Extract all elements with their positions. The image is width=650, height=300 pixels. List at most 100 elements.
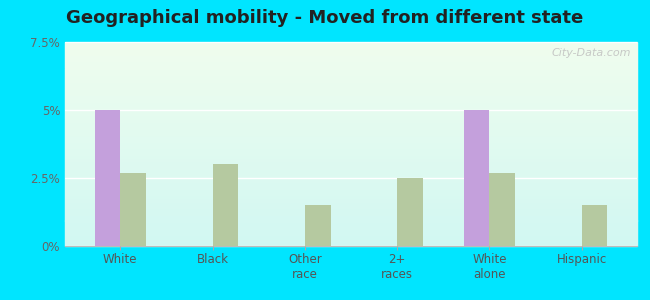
Bar: [65, 108, 637, 109]
Bar: [65, 113, 637, 114]
Bar: [65, 136, 637, 137]
Bar: [65, 140, 637, 141]
Bar: [65, 127, 637, 128]
Bar: [65, 51, 637, 52]
Bar: [65, 77, 637, 78]
Bar: [65, 181, 637, 182]
Bar: [65, 67, 637, 68]
Bar: [65, 79, 637, 80]
Bar: [65, 141, 637, 142]
Bar: [65, 177, 637, 178]
Bar: [65, 89, 637, 90]
Bar: [65, 200, 637, 201]
Bar: [65, 94, 637, 95]
Bar: [65, 70, 637, 72]
Bar: [65, 54, 637, 55]
Bar: [65, 206, 637, 207]
Bar: [65, 65, 637, 67]
Bar: [65, 213, 637, 214]
Bar: [65, 146, 637, 147]
Bar: [65, 145, 637, 146]
Bar: [65, 188, 637, 189]
Bar: [65, 111, 637, 112]
Bar: [65, 139, 637, 140]
Bar: [65, 172, 637, 174]
Bar: [65, 191, 637, 192]
Bar: [65, 76, 637, 77]
Bar: [65, 57, 637, 58]
Bar: [65, 48, 637, 49]
Bar: [65, 53, 637, 54]
Bar: [65, 192, 637, 193]
Bar: [65, 160, 637, 161]
Bar: [489, 172, 515, 246]
Bar: [65, 190, 637, 191]
Bar: [65, 231, 637, 232]
Bar: [65, 240, 637, 241]
Bar: [65, 130, 637, 131]
Text: City-Data.com: City-Data.com: [552, 48, 631, 58]
Bar: [120, 172, 146, 246]
Text: Geographical mobility - Moved from different state: Geographical mobility - Moved from diffe…: [66, 9, 584, 27]
Bar: [65, 159, 637, 160]
Bar: [65, 96, 637, 97]
Bar: [65, 106, 637, 107]
Bar: [65, 167, 637, 169]
Bar: [463, 110, 489, 246]
Bar: [65, 52, 637, 53]
Bar: [65, 75, 637, 76]
Bar: [65, 239, 637, 240]
Bar: [65, 81, 637, 82]
Bar: [65, 109, 637, 110]
Bar: [65, 85, 637, 86]
Bar: [65, 183, 637, 184]
Bar: [65, 90, 637, 91]
Bar: [65, 132, 637, 133]
Bar: [65, 162, 637, 164]
Bar: [65, 169, 637, 170]
Bar: [65, 209, 637, 210]
Bar: [65, 215, 637, 216]
Bar: [65, 88, 637, 89]
Bar: [65, 122, 637, 123]
Bar: [65, 107, 637, 108]
Bar: [65, 237, 637, 238]
Bar: [65, 99, 637, 100]
Bar: [65, 129, 637, 130]
Bar: [65, 204, 637, 205]
Bar: [65, 152, 637, 153]
Bar: [213, 164, 239, 246]
Bar: [65, 187, 637, 188]
Bar: [65, 83, 637, 84]
Bar: [65, 93, 637, 94]
Bar: [65, 193, 637, 194]
Bar: [65, 80, 637, 81]
Bar: [65, 180, 637, 181]
Bar: [65, 211, 637, 212]
Bar: [65, 149, 637, 150]
Bar: [65, 114, 637, 116]
Bar: [65, 60, 637, 62]
Bar: [65, 158, 637, 159]
Bar: [65, 229, 637, 230]
Bar: [65, 72, 637, 73]
Bar: [65, 244, 637, 245]
Bar: [65, 197, 637, 198]
Bar: [65, 105, 637, 106]
Bar: [65, 128, 637, 129]
Bar: [65, 142, 637, 143]
Bar: [65, 98, 637, 99]
Bar: [305, 205, 331, 246]
Bar: [397, 178, 423, 246]
Bar: [65, 178, 637, 179]
Bar: [65, 44, 637, 45]
Bar: [65, 151, 637, 152]
Bar: [65, 68, 637, 70]
Bar: [65, 123, 637, 124]
Bar: [65, 198, 637, 199]
Bar: [65, 46, 637, 47]
Bar: [65, 199, 637, 200]
Bar: [65, 95, 637, 96]
Bar: [65, 176, 637, 177]
Bar: [65, 74, 637, 75]
